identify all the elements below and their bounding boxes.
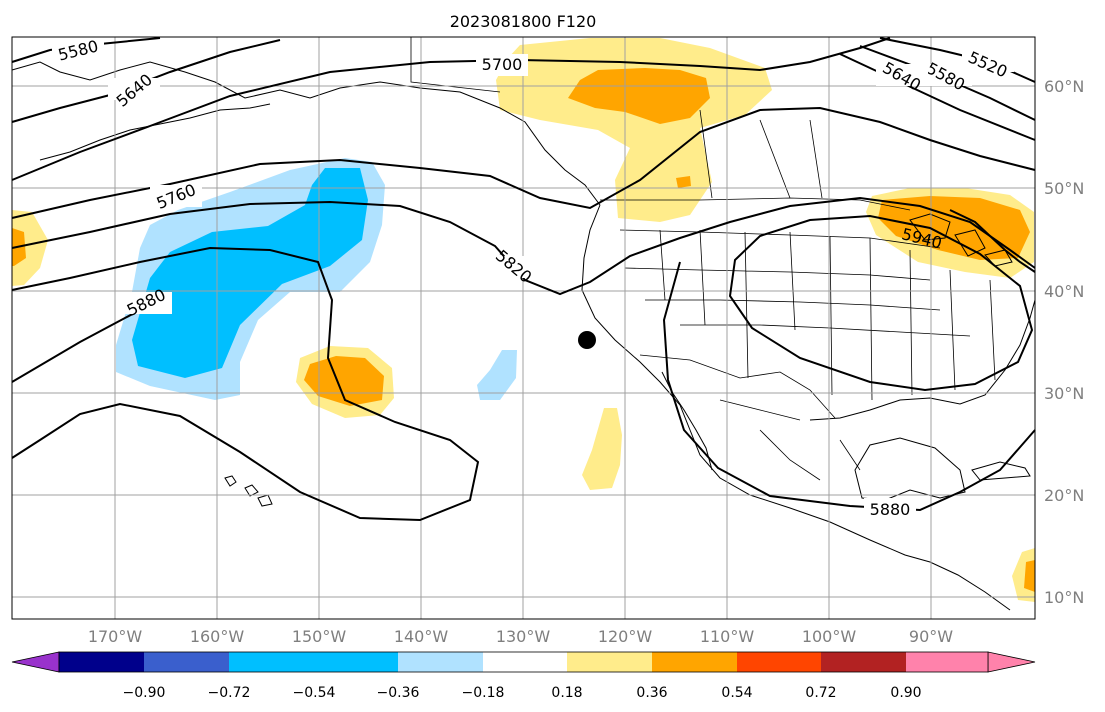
positive-anomaly-southeast-inner (1024, 560, 1035, 592)
gulf-coast (809, 299, 1036, 421)
contour-label-bg (490, 256, 542, 278)
positive-anomaly-great-lakes-inner (878, 196, 1030, 260)
negative-anomaly-inner (132, 168, 368, 378)
lat-label: 60°N (1044, 77, 1084, 96)
positive-anomaly-north-small (676, 176, 691, 188)
colorbar-frame (58, 651, 989, 673)
positive-anomaly-north-inner (568, 68, 710, 124)
chart-title: 2023081800 F120 (450, 12, 597, 31)
contour-label-bg (864, 498, 916, 520)
colorbar-tick-label: −0.36 (377, 685, 420, 701)
lat-label: 10°N (1044, 588, 1084, 607)
colorbar-left-extension (11, 651, 60, 673)
positive-anomaly-baja (582, 408, 622, 490)
map-area: 5580 5640 5700 5760 5820 5880 5940 5880 … (11, 36, 1036, 620)
lon-label: 140°W (394, 627, 449, 646)
colorbar-tick-label: −0.90 (123, 685, 166, 701)
colorbar-tick-label: 0.18 (551, 685, 582, 701)
colorbar-tick-label: 0.54 (721, 685, 752, 701)
contour-label-bg (108, 78, 160, 100)
mexico-states (719, 399, 861, 481)
contour-5820 (11, 196, 1036, 296)
map-frame (11, 36, 1036, 620)
colorbar-tick-label: −0.72 (208, 685, 251, 701)
latitude-labels: 60°N 50°N 40°N 30°N 20°N 10°N (1044, 77, 1084, 607)
contour-5760-east-hook (949, 209, 1036, 273)
lon-label: 170°W (88, 627, 143, 646)
lat-label: 20°N (1044, 486, 1084, 505)
lon-label: 130°W (496, 627, 551, 646)
colorbar-tick-label: −0.54 (293, 685, 336, 701)
lat-label: 50°N (1044, 179, 1084, 198)
contour-5940 (728, 214, 1034, 392)
colorbar-segment (483, 652, 567, 672)
colorbar-segment (906, 652, 988, 672)
lon-label: 160°W (190, 627, 245, 646)
contour-label-bg (150, 185, 202, 207)
us-mexico-border (639, 354, 836, 419)
contour-label-group: 5580 5640 5700 5760 5820 5880 5940 5880 … (52, 36, 1014, 520)
colorbar: −0.90 −0.72 −0.54 −0.36 −0.18 0.18 0.36 … (11, 651, 1036, 701)
contour-label-bg (962, 50, 1014, 72)
colorbar-segment (314, 652, 398, 672)
colorbar-segment (229, 652, 314, 672)
contour-label-5700: 5700 (482, 55, 523, 74)
colorbar-tick-label: 0.36 (636, 685, 667, 701)
colorbar-segment (59, 652, 144, 672)
aleutian-chain (39, 103, 271, 161)
lon-label: 120°W (598, 627, 653, 646)
hawaii-islands (224, 475, 273, 507)
contour-label-bg (920, 64, 972, 86)
contour-label-bg (52, 40, 104, 62)
lon-label: 90°W (909, 627, 953, 646)
negative-anomaly-small (477, 350, 517, 400)
north-america-west-coast (581, 204, 1011, 611)
lon-label: 100°W (802, 627, 857, 646)
colorbar-segment (398, 652, 483, 672)
colorbar-tick-label: 0.72 (805, 685, 836, 701)
positive-anomaly-west-edge (12, 210, 48, 286)
alaska-canada-border (410, 37, 501, 93)
colorbar-tick-label: −0.18 (462, 685, 505, 701)
colorbar-segment (737, 652, 821, 672)
longitude-labels: 170°W 160°W 150°W 140°W 130°W 120°W 110°… (88, 627, 953, 646)
gridlines (12, 37, 1035, 619)
lat-label: 30°N (1044, 384, 1084, 403)
colorbar-tick-label: 0.90 (890, 685, 921, 701)
contour-label-bg (476, 54, 528, 76)
point-marker (578, 331, 596, 349)
lon-label: 150°W (292, 627, 347, 646)
colorbar-segment (821, 652, 906, 672)
colorbar-right-extension (987, 651, 1036, 673)
contour-label-bg (876, 64, 928, 86)
lat-label: 40°N (1044, 282, 1084, 301)
contour-5880-continent (11, 309, 141, 383)
contour-5880-east (662, 261, 1036, 512)
contour-5880 (11, 246, 480, 522)
contour-5640-east (839, 53, 1036, 141)
lon-label: 110°W (700, 627, 755, 646)
contour-label-5880-east: 5880 (870, 500, 911, 519)
contour-label-bg (120, 292, 172, 314)
contour-5760 (11, 106, 1036, 219)
alaska-coast (11, 61, 601, 206)
colorbar-segment (652, 652, 737, 672)
colorbar-segment (144, 652, 229, 672)
us-states-grid (619, 229, 996, 401)
colorbar-segment (567, 652, 652, 672)
